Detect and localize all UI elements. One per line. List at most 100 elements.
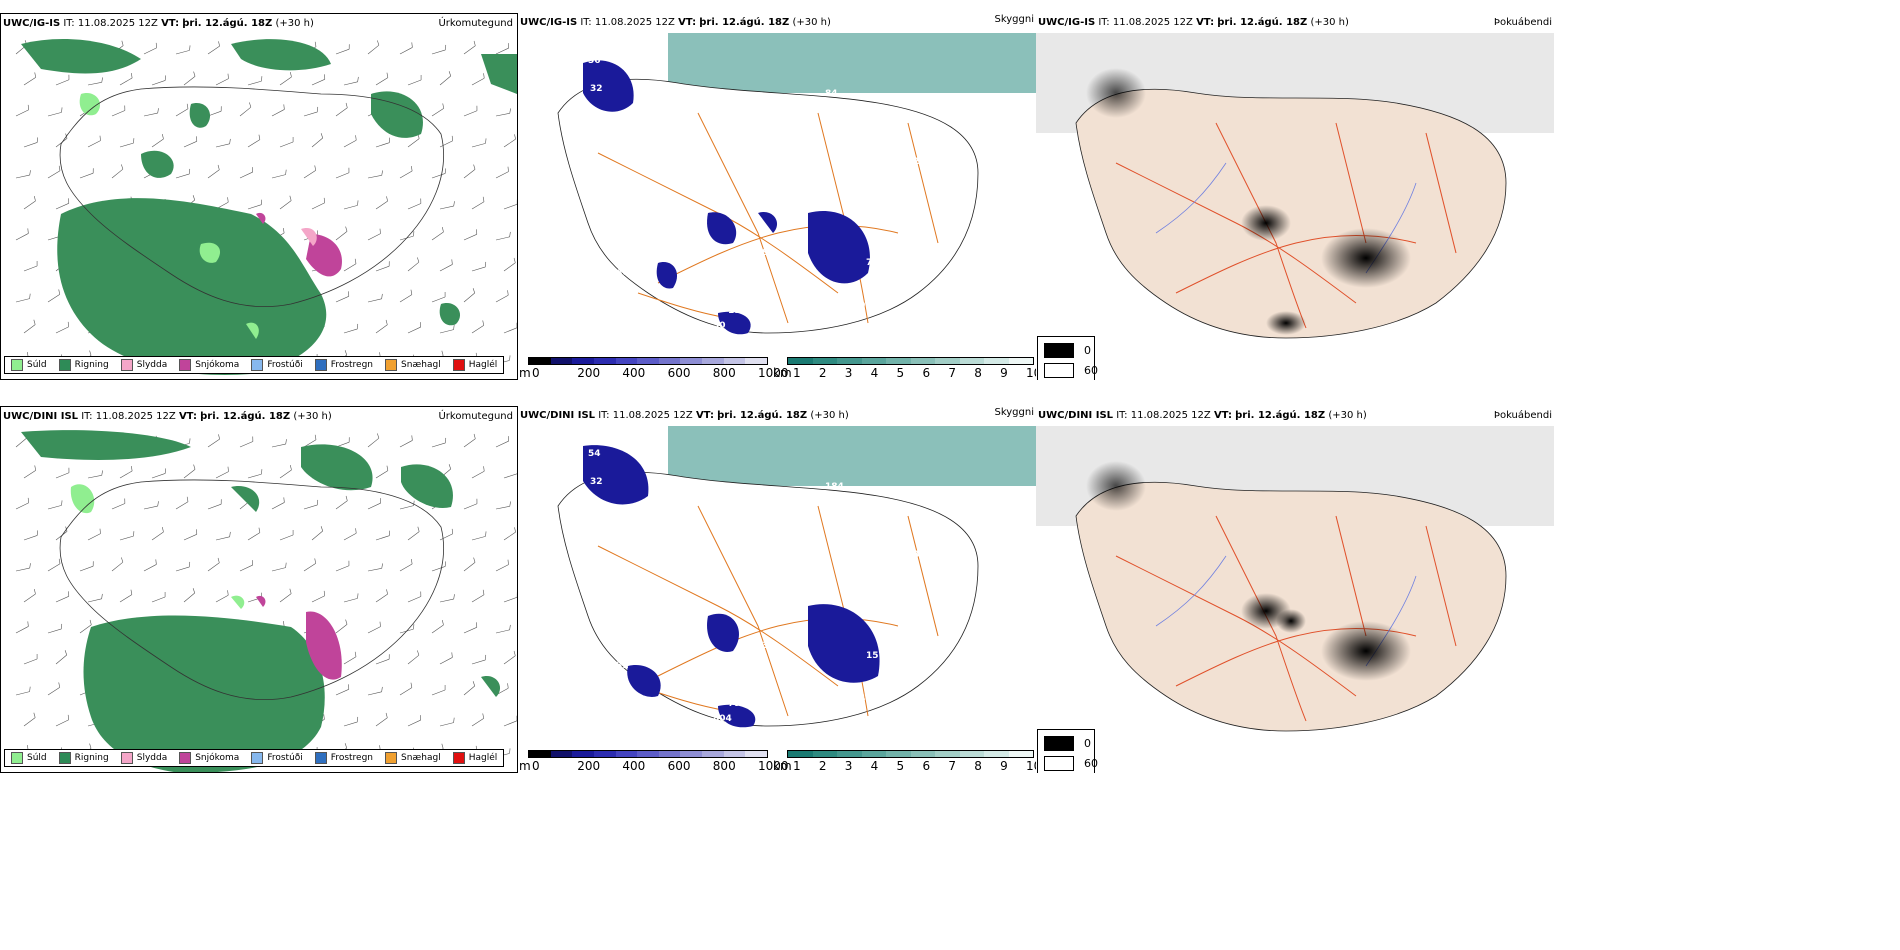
cloud-base-value: 57 (769, 598, 782, 608)
wind-barb (431, 108, 444, 117)
wind-barb (471, 266, 486, 272)
legend-swatch (58, 752, 71, 764)
colorbar-segment (637, 358, 659, 364)
wind-barb (47, 112, 62, 117)
wind-barb-flag (386, 465, 389, 471)
legend-label: Slydda (136, 753, 168, 763)
wind-barb (303, 504, 318, 510)
cloud-base-value: 32 (590, 477, 603, 487)
cloud-base-value: 78 (687, 137, 700, 147)
wind-barb (471, 594, 485, 603)
colorbar-segment (550, 358, 573, 364)
wind-barb (431, 689, 446, 696)
wind-barb-flag (192, 588, 196, 594)
legend-swatch (385, 359, 398, 371)
wind-barb (431, 173, 446, 179)
wind-barb-flag (33, 319, 36, 325)
cloud-base-value: 60 (810, 104, 823, 114)
colorbar-tick-label: 3 (844, 366, 853, 380)
cloud-base-value: 79 (672, 152, 685, 162)
colorbar-segment (837, 751, 862, 757)
wind-barb (343, 205, 358, 210)
wind-barb (55, 79, 70, 86)
wind-barb-flag (283, 228, 285, 234)
wind-barb (55, 326, 69, 334)
precip-type-legend: Súld Rigning Slydda Snjókoma Frostúði Frostre… (4, 356, 505, 374)
wind-barb (207, 45, 220, 55)
wind-barb (215, 143, 230, 148)
wind-barb (471, 325, 484, 334)
colorbar-segment (910, 358, 935, 364)
wind-barb (463, 503, 478, 510)
wind-barb (495, 171, 509, 179)
legend-label: Haglél (468, 753, 498, 763)
wind-barb-flag (451, 259, 453, 265)
wind-barb-flag (386, 196, 388, 202)
colorbar-tick-label: 4 (870, 366, 879, 380)
wind-barb-flag (385, 319, 388, 325)
colorbar-tick-label: 3 (844, 759, 853, 773)
wind-barb-flag (507, 559, 509, 565)
wind-barb-flag (509, 501, 511, 507)
wind-barb (23, 535, 38, 541)
wind-barb (463, 45, 476, 55)
wind-barb (503, 138, 516, 148)
wind-barb-flag (417, 526, 420, 532)
cloud-base-value: 97 (935, 492, 948, 502)
cloud-base-value: 81 (784, 190, 797, 200)
wind-barb (399, 440, 413, 448)
wind-barb (367, 691, 382, 696)
wind-barb (375, 717, 388, 727)
wind-barb (87, 82, 102, 86)
wind-barb-flag (64, 650, 68, 656)
wind-barb (87, 140, 101, 148)
legend-swatch (385, 752, 398, 764)
wind-barb-flag (381, 293, 383, 299)
wind-barb (375, 470, 389, 479)
wind-barb (495, 506, 510, 510)
wind-barb (23, 142, 38, 148)
wind-barb (23, 593, 36, 603)
colorbar-segment (637, 751, 659, 757)
wind-barb-flag (513, 257, 516, 263)
wind-barb (23, 77, 36, 86)
wind-barb (431, 442, 446, 448)
wind-barb-flag (58, 165, 61, 171)
wind-barb-flag (451, 652, 453, 658)
legend-item-frostúði: Frostúði (251, 359, 303, 371)
visibility-colorbar-row0: km 12345678910 (773, 357, 1036, 380)
wind-barb (207, 169, 220, 179)
colorbar-segment (615, 358, 638, 364)
legend-item-slydda: Slydda (120, 752, 168, 764)
wind-barb (463, 685, 475, 696)
wind-barb (55, 596, 69, 603)
panel-variable-label: Skyggni (994, 14, 1034, 25)
legend-item-snjókoma: Snjókoma (179, 359, 239, 371)
colorbar-segment (550, 751, 573, 757)
wind-barb-flag (229, 138, 231, 144)
colorbar-segment (572, 358, 594, 364)
colorbar-tick-label: 1000 (758, 759, 789, 773)
colorbar-segment (529, 751, 551, 757)
wind-barb (495, 564, 509, 572)
wind-barb-flag (411, 559, 413, 565)
wind-barb (271, 502, 285, 510)
wind-barb-flag (227, 197, 229, 203)
wind-barb-flag (29, 563, 31, 569)
wind-barb (239, 106, 252, 117)
wind-barb (471, 536, 486, 541)
legend-swatch (179, 752, 192, 764)
wind-barb-flag (218, 434, 220, 440)
visibility-colorbar-row1: km 12345678910 (773, 750, 1036, 773)
cloud-base-value: 50 (838, 316, 851, 326)
wind-barb-flag (34, 465, 37, 471)
cloud-base-value: 72 (907, 157, 920, 167)
colorbar-segment (812, 751, 837, 757)
colorbar-tick-label: 6 (922, 759, 931, 773)
cloud-base-value: 191 (881, 243, 900, 253)
cloud-base-value: 62 (935, 99, 948, 109)
legend-swatch (452, 359, 465, 371)
colorbar-tick-label: 1 (793, 366, 801, 380)
legend-swatch (179, 359, 192, 371)
wind-barb-flag (472, 288, 476, 294)
